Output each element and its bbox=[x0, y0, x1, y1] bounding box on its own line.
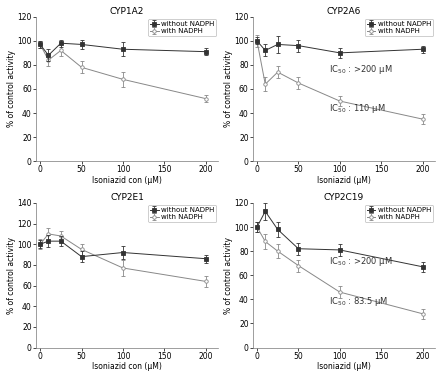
X-axis label: Isoniazid con (μM): Isoniazid con (μM) bbox=[92, 362, 162, 371]
Title: CYP2C19: CYP2C19 bbox=[324, 193, 364, 202]
Y-axis label: % of control activity: % of control activity bbox=[7, 237, 16, 314]
Y-axis label: % of control activity: % of control activity bbox=[224, 51, 233, 127]
Text: IC$_{50}$ : >200 μM: IC$_{50}$ : >200 μM bbox=[329, 63, 393, 76]
Y-axis label: % of control activity: % of control activity bbox=[224, 237, 233, 314]
Legend: without NADPH, with NADPH: without NADPH, with NADPH bbox=[148, 19, 216, 36]
X-axis label: Isoniazid con (μM): Isoniazid con (μM) bbox=[92, 176, 162, 185]
Text: IC$_{50}$ : 83.5 μM: IC$_{50}$ : 83.5 μM bbox=[329, 295, 389, 308]
Title: CYP1A2: CYP1A2 bbox=[110, 7, 144, 16]
X-axis label: Isoniazid (μM): Isoniazid (μM) bbox=[317, 176, 371, 185]
Title: CYP2A6: CYP2A6 bbox=[327, 7, 361, 16]
Legend: without NADPH, with NADPH: without NADPH, with NADPH bbox=[148, 205, 216, 222]
Legend: without NADPH, with NADPH: without NADPH, with NADPH bbox=[365, 205, 433, 222]
Text: IC$_{50}$ : 110 μM: IC$_{50}$ : 110 μM bbox=[329, 102, 386, 115]
Y-axis label: % of control activity: % of control activity bbox=[7, 51, 16, 127]
Text: IC$_{50}$ : >200 μM: IC$_{50}$ : >200 μM bbox=[329, 255, 393, 268]
X-axis label: Isoniazid (μM): Isoniazid (μM) bbox=[317, 362, 371, 371]
Legend: without NADPH, with NADPH: without NADPH, with NADPH bbox=[365, 19, 433, 36]
Title: CYP2E1: CYP2E1 bbox=[110, 193, 144, 202]
